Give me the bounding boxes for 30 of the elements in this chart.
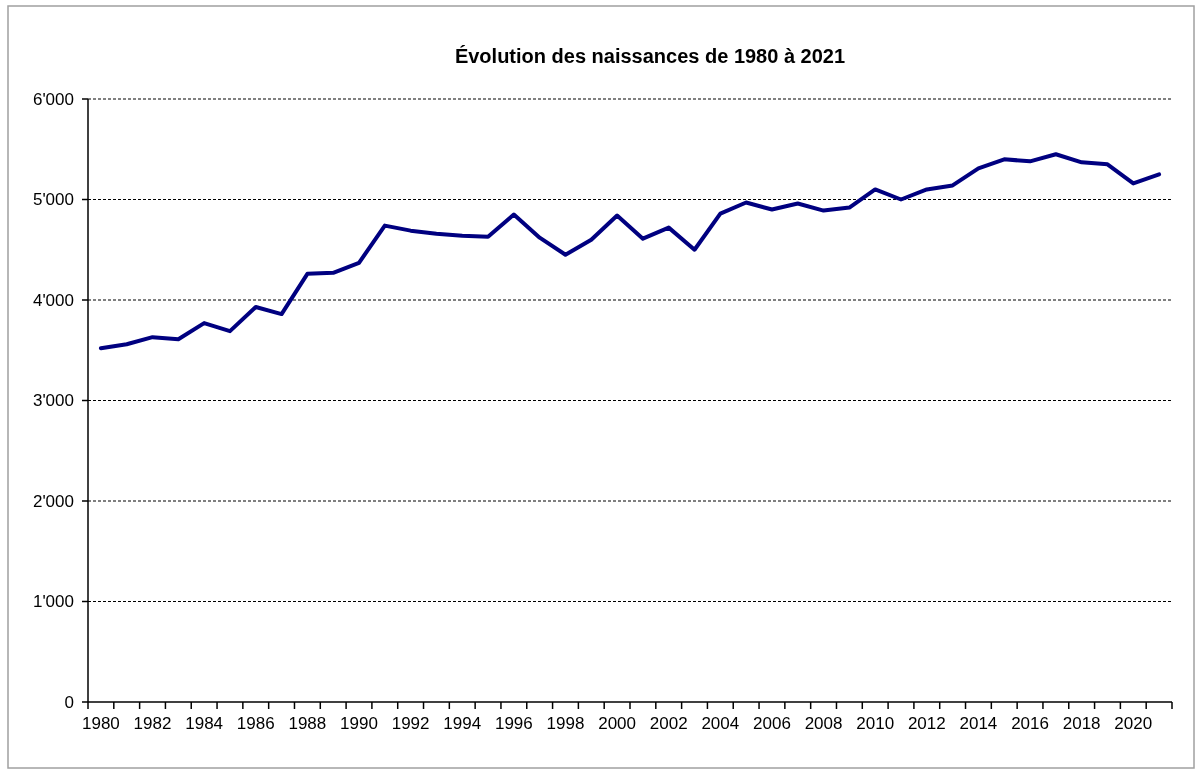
x-tick-label: 2002 — [649, 714, 688, 733]
y-tick-label: 1'000 — [32, 592, 74, 612]
x-tick-label: 2020 — [1114, 714, 1153, 733]
y-tick-label: 2'000 — [32, 491, 74, 511]
x-tick-label: 1992 — [391, 714, 430, 733]
x-tick-label: 2004 — [701, 714, 740, 733]
x-tick-label: 1984 — [185, 714, 224, 733]
x-tick-label: 2000 — [598, 714, 637, 733]
x-tick-label: 2008 — [804, 714, 843, 733]
x-tick-label: 1990 — [340, 714, 378, 733]
x-tick-label: 1994 — [443, 714, 482, 733]
x-tick-label: 1998 — [546, 714, 585, 733]
y-tick-label: 3'000 — [32, 391, 74, 411]
x-tick-label: 1982 — [133, 714, 172, 733]
chart-title: Évolution des naissances de 1980 à 2021 — [454, 45, 846, 67]
x-tick-label: 2016 — [1011, 714, 1049, 733]
y-tick-label: 6'000 — [32, 89, 74, 109]
y-tick-label: 4'000 — [32, 290, 74, 310]
x-tick-label: 1980 — [81, 714, 120, 733]
y-tick-label: 5'000 — [32, 190, 74, 210]
x-tick-label: 2006 — [753, 714, 791, 733]
x-tick-label: 2014 — [959, 714, 998, 733]
y-tick-label: 0 — [64, 692, 74, 712]
x-tick-label: 2012 — [907, 714, 946, 733]
x-tick-label: 1988 — [288, 714, 327, 733]
x-tick-label: 2010 — [856, 714, 895, 733]
x-tick-label: 2018 — [1062, 714, 1101, 733]
x-tick-label: 1986 — [236, 714, 275, 733]
line-series — [98, 152, 1162, 351]
x-tick-label: 1996 — [494, 714, 533, 733]
